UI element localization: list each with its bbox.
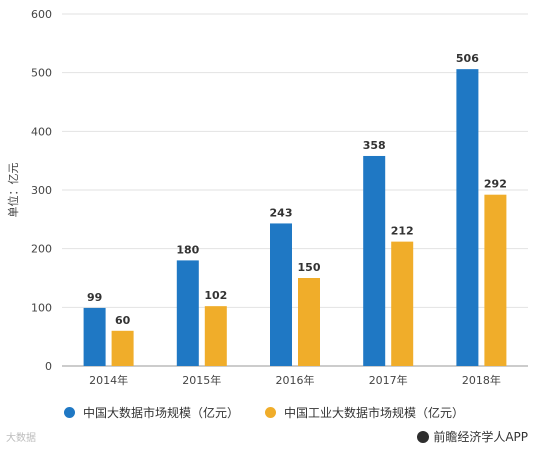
y-tick-label: 0 [45,360,52,373]
x-tick-label: 2016年 [276,373,315,387]
y-tick-label: 400 [31,125,52,138]
bar-series-2-2018年 [484,194,507,366]
bar-series-1-2017年 [363,155,386,366]
bar-series-2-2016年 [298,278,320,366]
y-tick-label: 600 [31,8,52,21]
bar-series-1-2016年 [270,223,292,366]
legend-swatch-series-1 [64,407,75,418]
brand-logo-icon [417,430,430,443]
x-tick-label: 2014年 [89,373,128,387]
legend: 中国大数据市场规模（亿元） 中国工业大数据市场规模（亿元） [64,404,490,421]
bar-series-2-2014年 [111,330,134,366]
bar-series-1-2014年 [83,307,106,366]
y-tick-label: 200 [31,243,52,256]
footer-source-watermark: 大数据 [6,433,36,444]
data-label: 243 [270,206,293,219]
x-tick-label: 2015年 [182,373,221,387]
bar-series-1-2015年 [176,260,199,366]
legend-label-series-2: 中国工业大数据市场规模（亿元） [284,406,465,420]
bar-chart: 0 100 200 300 400 500 600 99 60 180 102 243 150 358 2… [6,8,528,387]
data-label: 99 [87,291,102,304]
x-axis-ticks: 2014年 2015年 2016年 2017年 2018年 [89,373,501,387]
x-tick-label: 2017年 [369,373,408,387]
data-label: 102 [204,289,227,302]
grid-lines [62,13,528,367]
data-label: 358 [363,139,386,152]
data-label: 212 [391,225,414,238]
y-tick-label: 100 [31,301,52,314]
bar-series-2-2017年 [391,241,414,366]
legend-label-series-1: 中国大数据市场规模（亿元） [83,406,240,420]
y-tick-label: 300 [31,184,52,197]
x-tick-label: 2018年 [462,373,501,387]
footer-brand: 前瞻经济学人APP [417,428,528,445]
data-label: 506 [456,52,479,65]
y-axis-label: 单位：亿元 [6,163,20,218]
legend-item-series-2: 中国工业大数据市场规模（亿元） [265,404,464,421]
y-tick-label: 500 [31,67,52,80]
bar-series-2-2015年 [204,306,227,366]
data-label: 180 [176,243,199,256]
legend-item-series-1: 中国大数据市场规模（亿元） [64,404,239,421]
bars [83,69,507,366]
bar-series-1-2018年 [456,69,479,366]
footer-brand-label: 前瞻经济学人APP [433,430,528,444]
data-label: 150 [298,261,321,274]
y-axis-ticks: 0 100 200 300 400 500 600 [31,8,52,373]
data-label: 292 [484,178,507,191]
data-labels: 99 60 180 102 243 150 358 212 506 292 [87,52,507,327]
legend-swatch-series-2 [265,407,277,418]
data-label: 60 [115,314,131,327]
